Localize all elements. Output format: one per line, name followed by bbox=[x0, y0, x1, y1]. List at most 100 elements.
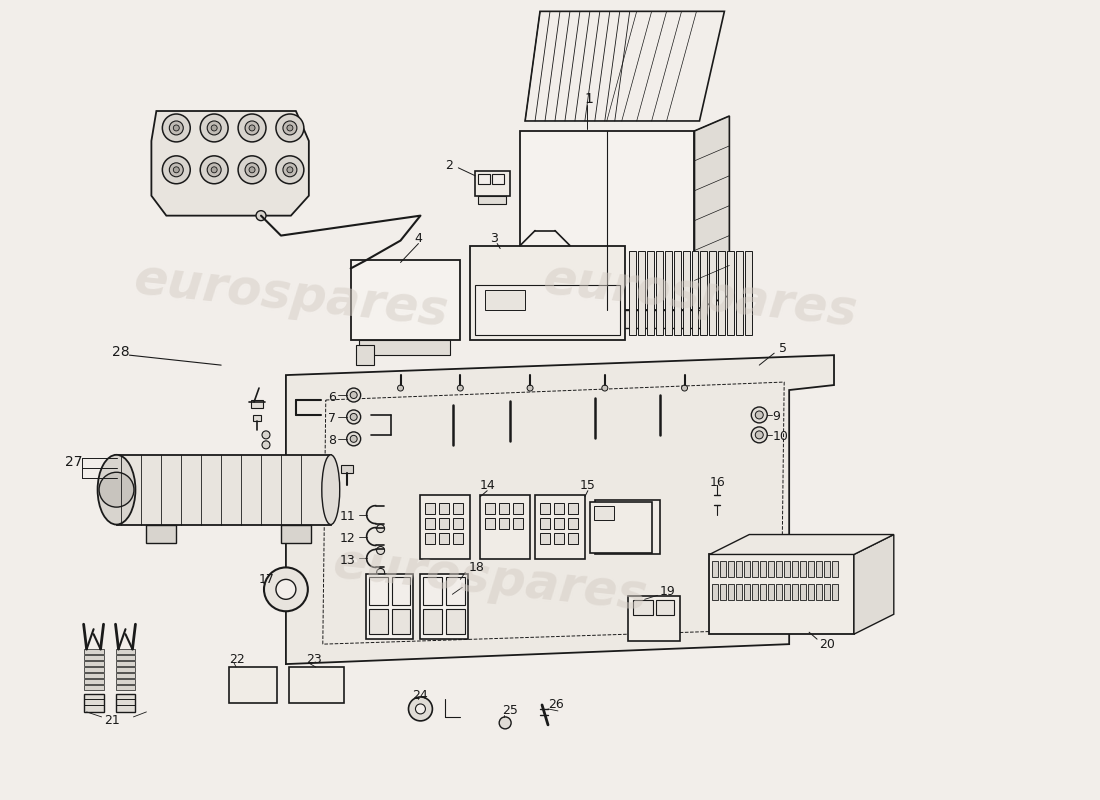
Bar bbox=[664, 250, 672, 335]
Text: 5: 5 bbox=[779, 342, 788, 354]
Text: 25: 25 bbox=[503, 705, 518, 718]
Circle shape bbox=[264, 567, 308, 611]
Bar bbox=[590, 502, 651, 554]
Bar bbox=[768, 562, 774, 578]
Bar bbox=[832, 584, 838, 600]
Bar bbox=[540, 518, 550, 529]
Circle shape bbox=[276, 579, 296, 599]
Bar bbox=[656, 600, 673, 615]
Bar bbox=[632, 600, 652, 615]
Bar bbox=[84, 655, 103, 660]
Bar bbox=[701, 250, 707, 335]
Circle shape bbox=[163, 156, 190, 184]
Bar bbox=[595, 500, 660, 554]
Bar bbox=[752, 562, 758, 578]
Circle shape bbox=[262, 431, 270, 439]
Text: eurospares: eurospares bbox=[540, 255, 859, 336]
Bar bbox=[629, 250, 636, 335]
Bar bbox=[84, 694, 103, 712]
Text: 2: 2 bbox=[446, 159, 453, 172]
Bar bbox=[84, 685, 103, 690]
Bar bbox=[692, 250, 698, 335]
Bar bbox=[713, 562, 718, 578]
Bar bbox=[481, 494, 530, 559]
Circle shape bbox=[350, 435, 358, 442]
Circle shape bbox=[200, 156, 228, 184]
Bar bbox=[84, 679, 103, 684]
Circle shape bbox=[99, 472, 134, 507]
Bar bbox=[535, 494, 585, 559]
Circle shape bbox=[276, 114, 304, 142]
Bar bbox=[568, 518, 578, 529]
Circle shape bbox=[207, 163, 221, 177]
Bar bbox=[736, 562, 743, 578]
Polygon shape bbox=[694, 116, 729, 310]
Bar bbox=[116, 661, 135, 666]
Bar bbox=[816, 562, 822, 578]
Polygon shape bbox=[525, 11, 725, 121]
Bar bbox=[713, 584, 718, 600]
Circle shape bbox=[346, 388, 361, 402]
Bar bbox=[746, 250, 752, 335]
Bar bbox=[116, 679, 135, 684]
Circle shape bbox=[350, 391, 358, 398]
Text: 21: 21 bbox=[103, 714, 120, 727]
Bar bbox=[439, 518, 450, 529]
Bar bbox=[485, 290, 525, 310]
Bar bbox=[628, 596, 680, 641]
Bar bbox=[424, 610, 442, 634]
Text: 27: 27 bbox=[65, 454, 82, 469]
Text: eurospares: eurospares bbox=[131, 255, 451, 336]
Circle shape bbox=[346, 410, 361, 424]
Circle shape bbox=[169, 163, 184, 177]
Circle shape bbox=[376, 525, 385, 533]
Circle shape bbox=[458, 385, 463, 391]
Bar bbox=[116, 667, 135, 672]
Circle shape bbox=[169, 121, 184, 135]
Bar bbox=[355, 345, 374, 365]
Bar bbox=[368, 578, 387, 606]
Bar bbox=[824, 584, 830, 600]
Bar bbox=[116, 685, 135, 690]
Bar bbox=[647, 250, 653, 335]
Bar bbox=[554, 533, 564, 543]
Circle shape bbox=[249, 125, 255, 131]
Text: 1: 1 bbox=[585, 92, 594, 106]
Bar bbox=[426, 533, 436, 543]
Circle shape bbox=[249, 167, 255, 173]
Circle shape bbox=[238, 114, 266, 142]
Bar bbox=[426, 518, 436, 529]
Text: 17: 17 bbox=[258, 573, 275, 586]
Text: 10: 10 bbox=[772, 430, 788, 443]
Text: 18: 18 bbox=[469, 561, 484, 574]
Bar bbox=[752, 584, 758, 600]
Bar bbox=[540, 533, 550, 543]
Bar bbox=[485, 502, 495, 514]
Bar bbox=[84, 667, 103, 672]
Text: 7: 7 bbox=[328, 413, 336, 426]
Circle shape bbox=[756, 411, 763, 419]
Bar bbox=[117, 455, 331, 525]
Text: 26: 26 bbox=[548, 698, 564, 711]
Circle shape bbox=[416, 704, 426, 714]
Polygon shape bbox=[152, 111, 309, 216]
Circle shape bbox=[376, 546, 385, 554]
Bar bbox=[768, 584, 774, 600]
Bar bbox=[736, 250, 744, 335]
Bar bbox=[420, 494, 471, 559]
Text: 11: 11 bbox=[340, 510, 355, 523]
Bar bbox=[777, 584, 782, 600]
Bar bbox=[475, 286, 619, 335]
Bar bbox=[784, 562, 790, 578]
Bar bbox=[808, 562, 814, 578]
Circle shape bbox=[283, 121, 297, 135]
Circle shape bbox=[756, 431, 763, 439]
Text: 9: 9 bbox=[772, 410, 780, 423]
Text: 3: 3 bbox=[491, 232, 498, 245]
Circle shape bbox=[245, 121, 258, 135]
Polygon shape bbox=[854, 534, 894, 634]
Circle shape bbox=[751, 427, 767, 443]
Bar bbox=[554, 502, 564, 514]
Text: 24: 24 bbox=[412, 690, 428, 702]
Bar bbox=[718, 250, 725, 335]
